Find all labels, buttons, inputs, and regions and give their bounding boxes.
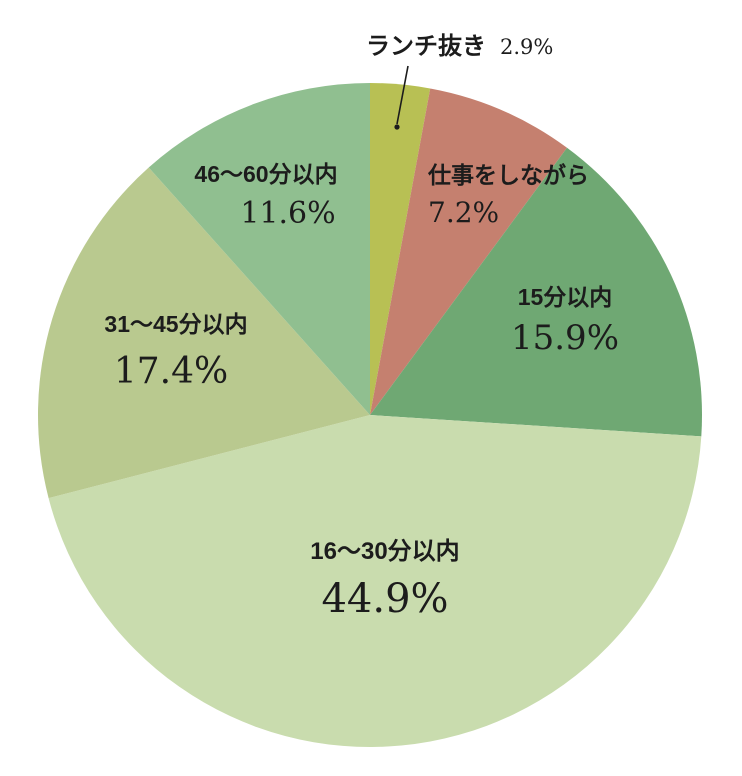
slice-label-2: 仕事をしながら [427, 162, 589, 188]
slice-value-2: 7.2% [428, 196, 499, 229]
callout-leader-dot [394, 124, 400, 130]
slice-label-5: 31〜45分以内 [104, 311, 247, 337]
callout-leader-line [396, 65, 409, 125]
pie-slice-6 [148, 83, 370, 415]
pie-slice-3 [370, 147, 703, 437]
slice-value-4: 44.9% [321, 576, 448, 622]
slice-value-5: 17.4% [114, 351, 228, 392]
slice-label-4: 16〜30分以内 [310, 538, 459, 565]
slice-value-6: 11.6% [240, 196, 335, 231]
pie-slice-1 [370, 83, 431, 415]
pie-slice-2 [370, 88, 567, 415]
pie-slice-5 [37, 167, 371, 499]
slice-label-6: 46〜60分以内 [194, 161, 337, 187]
slice-label-3: 15分以内 [518, 284, 613, 310]
pie-slice-4 [48, 415, 702, 748]
slice-callout-label-1: ランチ抜き 2.9% [366, 33, 553, 60]
slice-value-3: 15.9% [511, 318, 619, 358]
